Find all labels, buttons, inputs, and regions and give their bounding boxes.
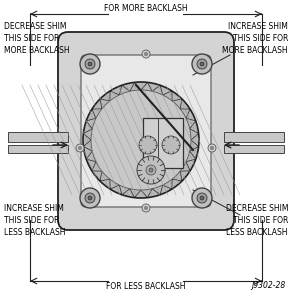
- Circle shape: [137, 156, 165, 184]
- Text: FOR LESS BACKLASH: FOR LESS BACKLASH: [106, 282, 186, 291]
- Circle shape: [91, 90, 191, 190]
- Circle shape: [76, 144, 84, 152]
- Bar: [8, 145, 68, 153]
- Bar: [224, 145, 284, 153]
- Circle shape: [85, 59, 95, 69]
- Circle shape: [208, 144, 216, 152]
- Bar: [224, 132, 284, 142]
- FancyBboxPatch shape: [58, 32, 234, 230]
- Text: INCREASE SHIM
THIS SIDE FOR
MORE BACKLASH: INCREASE SHIM THIS SIDE FOR MORE BACKLAS…: [223, 22, 288, 55]
- Circle shape: [146, 165, 156, 175]
- Circle shape: [197, 59, 207, 69]
- Circle shape: [197, 193, 207, 203]
- Circle shape: [142, 204, 150, 212]
- Circle shape: [88, 62, 92, 66]
- Circle shape: [80, 54, 100, 74]
- Circle shape: [200, 196, 204, 200]
- Text: J9302-28: J9302-28: [252, 281, 286, 290]
- Circle shape: [200, 62, 204, 66]
- Bar: [143, 118, 183, 168]
- Circle shape: [149, 168, 153, 172]
- Circle shape: [145, 53, 147, 55]
- Circle shape: [79, 147, 81, 150]
- Circle shape: [192, 188, 212, 208]
- Text: FOR MORE BACKLASH: FOR MORE BACKLASH: [104, 4, 188, 13]
- Circle shape: [80, 188, 100, 208]
- Circle shape: [88, 196, 92, 200]
- Bar: [8, 132, 68, 142]
- Text: DECREASE SHIM
THIS SIDE FOR
MORE BACKLASH: DECREASE SHIM THIS SIDE FOR MORE BACKLAS…: [4, 22, 69, 55]
- FancyBboxPatch shape: [81, 55, 211, 207]
- Circle shape: [83, 82, 199, 198]
- Text: INCREASE SHIM
THIS SIDE FOR
LESS BACKLASH: INCREASE SHIM THIS SIDE FOR LESS BACKLAS…: [4, 204, 65, 237]
- Circle shape: [142, 50, 150, 58]
- Circle shape: [139, 136, 157, 154]
- Circle shape: [192, 54, 212, 74]
- Circle shape: [85, 193, 95, 203]
- Circle shape: [145, 206, 147, 209]
- Text: DECREASE SHIM
THIS SIDE FOR
LESS BACKLASH: DECREASE SHIM THIS SIDE FOR LESS BACKLAS…: [225, 204, 288, 237]
- Circle shape: [211, 147, 213, 150]
- Circle shape: [162, 136, 180, 154]
